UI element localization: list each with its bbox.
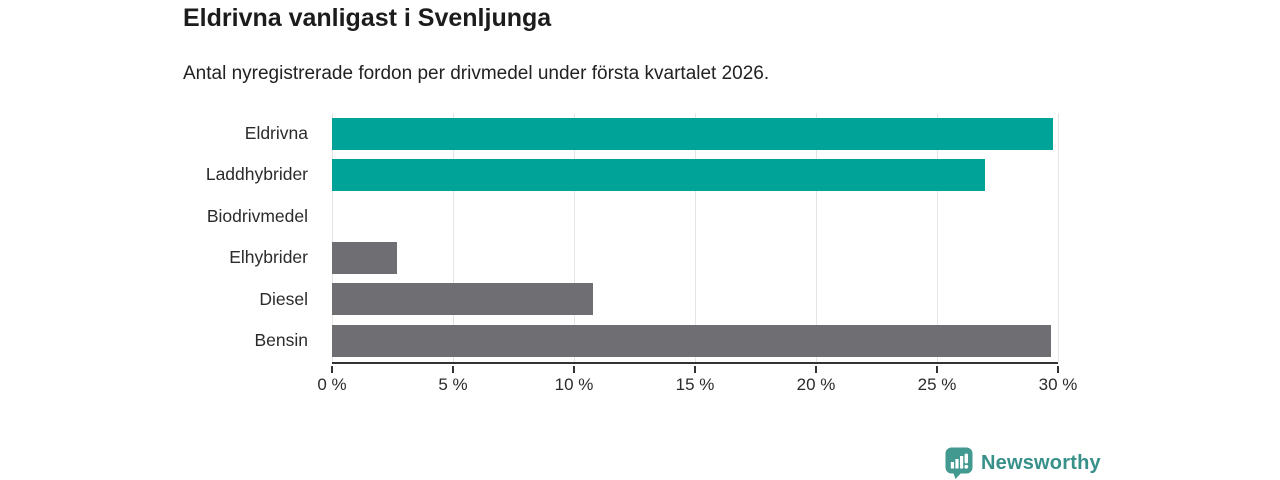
gridline (574, 113, 575, 362)
newsworthy-logo-text: Newsworthy (981, 451, 1101, 474)
bar (332, 283, 594, 316)
axis-tick-label: 10 % (554, 375, 594, 394)
axis-tick-label: 20 % (796, 375, 836, 394)
axis-tick (815, 366, 817, 373)
axis-tick (452, 366, 454, 373)
bar (332, 117, 1054, 150)
gridline (453, 113, 454, 362)
category-label: Diesel (259, 288, 308, 309)
category-label: Elhybrider (229, 247, 308, 268)
axis-tick-label: 5 % (438, 375, 468, 394)
gridline (332, 113, 333, 362)
axis-tick (936, 366, 938, 373)
category-label: Laddhybrider (205, 164, 308, 185)
bar (332, 241, 398, 274)
category-label: Bensin (254, 330, 308, 350)
category-labels: Eldrivna Laddhybrider Biodrivmedel Elhybrid… (148, 113, 320, 364)
plot-area (332, 113, 1059, 364)
axis-tick-label: 15 % (675, 375, 715, 394)
axis-tick-label: 0 % (317, 375, 347, 394)
newsworthy-logo: Newsworthy (945, 447, 1101, 479)
gridline (695, 113, 696, 362)
x-axis: 0 % 5 % 10 % 15 % 20 % 25 % 30 % (317, 366, 1077, 402)
chart-title: Eldrivna vanligast i Svenljunga (183, 4, 552, 32)
axis-tick (1057, 366, 1059, 373)
newsworthy-speech-bubble-bar-chart-icon (945, 447, 973, 479)
chart-subtitle: Antal nyregistrerade fordon per drivmede… (183, 63, 770, 84)
gridline (937, 113, 938, 362)
axis-tick (331, 366, 333, 373)
axis-tick (573, 366, 575, 373)
axis-tick-label: 25 % (917, 375, 957, 394)
axis-tick-label: 30 % (1038, 375, 1078, 394)
bar (332, 159, 986, 192)
category-label: Eldrivna (244, 123, 308, 143)
gridline (1058, 113, 1059, 362)
bar (332, 324, 1051, 357)
gridline (816, 113, 817, 362)
category-label: Biodrivmedel (206, 205, 308, 226)
axis-tick (694, 366, 696, 373)
